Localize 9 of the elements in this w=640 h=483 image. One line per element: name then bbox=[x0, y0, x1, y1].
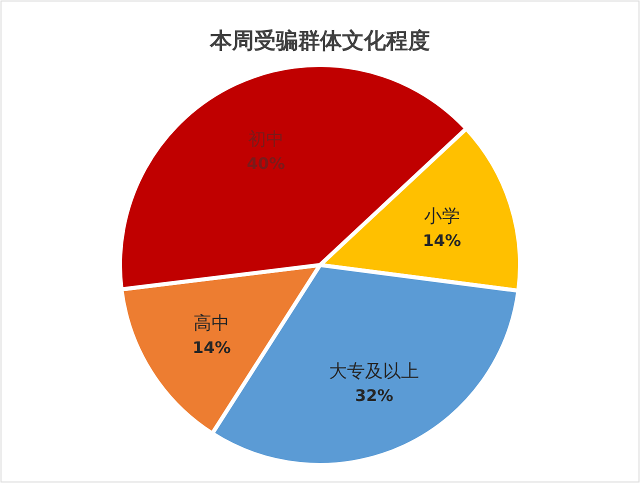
chart-title: 本周受骗群体文化程度 bbox=[209, 28, 430, 54]
slice-label: 高中 bbox=[194, 313, 230, 334]
slice-label: 初中 bbox=[248, 128, 284, 150]
data-label: 32% bbox=[354, 386, 394, 406]
data-label: 40% bbox=[246, 154, 286, 173]
slice-label: 小学 bbox=[424, 206, 460, 227]
slice-label: 大专及以上 bbox=[329, 361, 420, 382]
data-label: 14% bbox=[422, 230, 462, 250]
data-label: 14% bbox=[192, 338, 231, 358]
